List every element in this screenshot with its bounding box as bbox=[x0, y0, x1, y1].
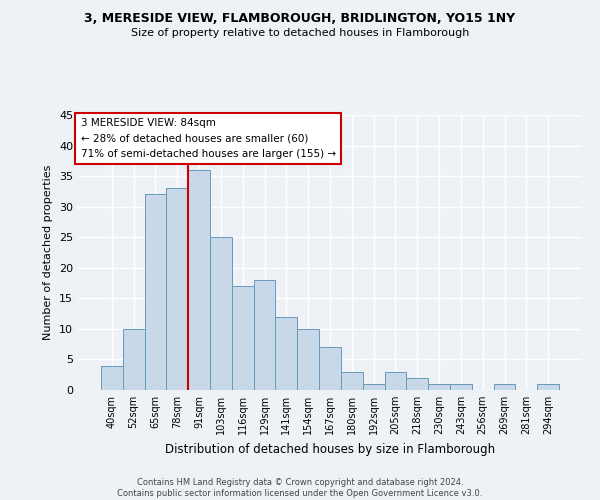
Bar bbox=[494, 384, 515, 390]
Bar bbox=[450, 384, 472, 390]
Y-axis label: Number of detached properties: Number of detached properties bbox=[43, 165, 53, 340]
Text: Size of property relative to detached houses in Flamborough: Size of property relative to detached ho… bbox=[131, 28, 469, 38]
Bar bbox=[406, 378, 428, 390]
Bar bbox=[385, 372, 406, 390]
Text: 3, MERESIDE VIEW, FLAMBOROUGH, BRIDLINGTON, YO15 1NY: 3, MERESIDE VIEW, FLAMBOROUGH, BRIDLINGT… bbox=[85, 12, 515, 26]
Text: Contains HM Land Registry data © Crown copyright and database right 2024.
Contai: Contains HM Land Registry data © Crown c… bbox=[118, 478, 482, 498]
Bar bbox=[123, 329, 145, 390]
Bar bbox=[297, 329, 319, 390]
Bar bbox=[188, 170, 210, 390]
Bar bbox=[537, 384, 559, 390]
Bar bbox=[145, 194, 166, 390]
Bar bbox=[428, 384, 450, 390]
Bar bbox=[101, 366, 123, 390]
Bar bbox=[210, 237, 232, 390]
X-axis label: Distribution of detached houses by size in Flamborough: Distribution of detached houses by size … bbox=[165, 442, 495, 456]
Bar bbox=[232, 286, 254, 390]
Bar bbox=[254, 280, 275, 390]
Bar bbox=[341, 372, 363, 390]
Bar bbox=[363, 384, 385, 390]
Bar bbox=[319, 347, 341, 390]
Bar bbox=[166, 188, 188, 390]
Bar bbox=[275, 316, 297, 390]
Text: 3 MERESIDE VIEW: 84sqm
← 28% of detached houses are smaller (60)
71% of semi-det: 3 MERESIDE VIEW: 84sqm ← 28% of detached… bbox=[80, 118, 335, 159]
